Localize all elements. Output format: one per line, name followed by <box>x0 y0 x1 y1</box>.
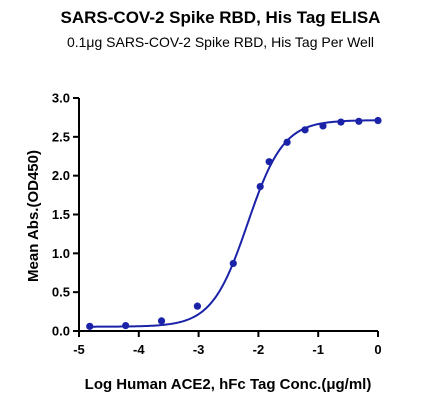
y-tick-label: 0.5 <box>52 285 70 300</box>
data-point <box>157 317 166 325</box>
data-point <box>122 321 130 330</box>
y-tick-label: 2.0 <box>52 168 70 183</box>
fit-curve-line <box>89 119 379 328</box>
x-tick-label: -4 <box>133 342 145 357</box>
y-axis-label: Mean Abs.(OD450) <box>25 150 42 282</box>
chart-title: SARS-COV-2 Spike RBD, His Tag ELISA <box>60 8 381 27</box>
data-point <box>256 182 264 191</box>
data-points <box>86 116 382 330</box>
data-point <box>355 117 363 125</box>
data-point <box>337 118 345 126</box>
data-point <box>283 138 291 146</box>
x-tick-label: -3 <box>193 342 205 357</box>
data-point <box>265 158 273 166</box>
data-point <box>301 126 309 134</box>
y-tick-label: 0.0 <box>52 324 70 339</box>
y-axis-ticks: 0.0 0.5 1.0 1.5 2.0 2.5 3.0 <box>52 91 79 339</box>
y-tick-label: 3.0 <box>52 91 70 106</box>
data-point <box>374 116 382 125</box>
y-tick-label: 1.5 <box>52 207 70 222</box>
x-tick-label: -2 <box>253 342 265 357</box>
x-tick-label: -1 <box>312 342 324 357</box>
data-point <box>193 302 202 310</box>
data-point <box>319 122 327 130</box>
chart-axes <box>73 98 378 337</box>
x-tick-label: 0 <box>374 342 381 357</box>
data-point <box>86 322 94 330</box>
x-axis-label: Log Human ACE2, hFc Tag Conc.(μg/ml) <box>85 376 372 393</box>
x-tick-label: -5 <box>73 342 85 357</box>
y-tick-label: 2.5 <box>52 129 70 144</box>
chart-subtitle: 0.1μg SARS-COV-2 Spike RBD, His Tag Per … <box>66 34 375 50</box>
data-point <box>229 259 237 268</box>
x-axis-ticks: -5 -4 -3 -2 -1 0 <box>73 331 382 357</box>
y-tick-label: 1.0 <box>52 246 70 261</box>
